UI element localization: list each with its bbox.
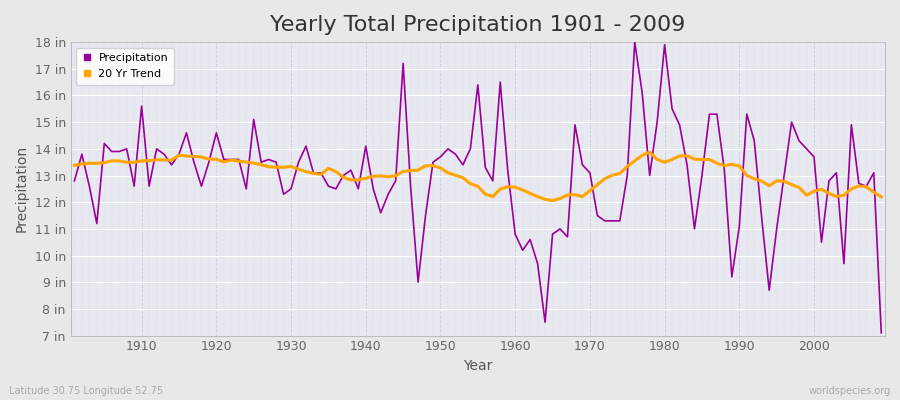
Text: worldspecies.org: worldspecies.org <box>809 386 891 396</box>
Legend: Precipitation, 20 Yr Trend: Precipitation, 20 Yr Trend <box>76 48 174 84</box>
Title: Yearly Total Precipitation 1901 - 2009: Yearly Total Precipitation 1901 - 2009 <box>270 15 686 35</box>
Text: Latitude 30.75 Longitude 52.75: Latitude 30.75 Longitude 52.75 <box>9 386 163 396</box>
Y-axis label: Precipitation: Precipitation <box>15 145 29 232</box>
X-axis label: Year: Year <box>464 359 492 373</box>
